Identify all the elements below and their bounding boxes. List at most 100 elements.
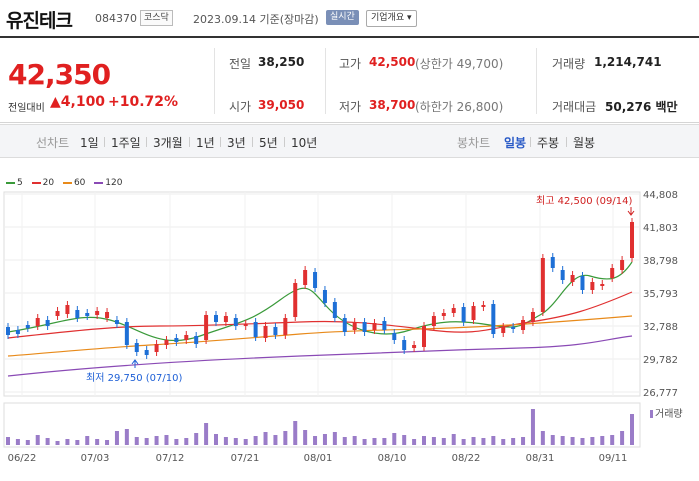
volume-bar [253, 436, 258, 445]
volume-bar [620, 431, 625, 445]
candle [35, 318, 40, 326]
amount-value: 50,276 백만 [605, 100, 678, 114]
candle [491, 304, 496, 334]
prev-close-label: 전일 [229, 57, 252, 71]
candle [471, 306, 476, 320]
candle [45, 320, 50, 326]
candle-chart-label: 봉차트 [457, 136, 491, 150]
candle [630, 222, 634, 258]
candle [610, 268, 615, 278]
volume-bar [511, 438, 516, 445]
tab-5y[interactable]: 5년 [259, 136, 278, 150]
stock-code: 084370 [95, 12, 137, 25]
volume-bar [412, 439, 417, 445]
candle [55, 311, 60, 316]
volume-bar [521, 437, 526, 445]
candle [204, 315, 209, 340]
volume-bar [362, 439, 367, 445]
candle [322, 290, 327, 303]
volume-bar [105, 440, 110, 445]
ma20-line [7, 291, 633, 339]
tab-3m[interactable]: 3개월 [153, 136, 183, 150]
change-percent: +10.72% [108, 94, 179, 110]
candle [214, 315, 218, 322]
volume-bar [471, 437, 476, 445]
volume-bar [154, 436, 159, 445]
legend-ma120: 120 [94, 178, 122, 188]
x-tick-labels: 06/22 07/03 07/12 07/21 08/01 08/10 08/22 08/31… [8, 453, 628, 464]
volume-bar [431, 437, 436, 445]
high-value: 42,500 [369, 55, 416, 69]
x-tick-label: 08/01 [304, 453, 333, 464]
volume-bar [263, 432, 268, 445]
candle [184, 335, 189, 340]
volume-bar [293, 421, 298, 445]
lower-limit: (하한가 26,800) [415, 100, 504, 114]
tab-daily[interactable]: 일봉 [504, 136, 527, 150]
volume-bar [134, 437, 139, 445]
volume-bar [600, 436, 605, 445]
candle [174, 338, 179, 342]
quote-date: 2023.09.14 기준(장마감) [193, 13, 319, 26]
upper-limit: (상한가 49,700) [415, 57, 504, 71]
tab-1d[interactable]: 1일 [80, 136, 99, 150]
volume-value: 1,214,741 [594, 55, 662, 69]
volume-bar [15, 439, 20, 445]
tab-3y[interactable]: 3년 [227, 136, 246, 150]
x-tick-label: 07/12 [156, 453, 185, 464]
tab-10y[interactable]: 10년 [291, 136, 318, 150]
volume-bar [441, 438, 446, 445]
volume-bar [451, 434, 456, 445]
x-tick-label: 08/31 [526, 453, 555, 464]
volume-bar [610, 435, 615, 445]
candle [342, 318, 347, 332]
tab-1w[interactable]: 1주일 [111, 136, 141, 150]
volume-bar [590, 437, 595, 445]
volume-bar [233, 438, 238, 445]
low-value: 38,700 [369, 98, 416, 112]
volume-bar [481, 438, 486, 445]
x-tick-label: 08/22 [452, 453, 481, 464]
volume-bar [45, 438, 50, 445]
candle [451, 308, 456, 313]
volume-bar [95, 439, 100, 445]
y-tick-label: 26,777 [643, 388, 678, 399]
volume-bar [402, 435, 407, 445]
candle [25, 325, 30, 328]
candle [481, 305, 486, 307]
tab-separator [252, 137, 253, 147]
tab-separator [146, 137, 147, 147]
candle [362, 322, 367, 332]
volume-bar [580, 438, 585, 445]
volume-bar [422, 436, 426, 445]
y-tick-label: 41,803 [643, 223, 678, 234]
candle [511, 327, 516, 329]
candle [233, 318, 238, 326]
company-info-dropdown[interactable]: 기업개요 ▾ [366, 10, 417, 27]
ma60-line [7, 315, 633, 357]
candle [580, 276, 585, 290]
volume-bar [194, 433, 199, 445]
stock-name: 유진테크 [6, 10, 73, 32]
volume-bar [223, 437, 228, 445]
volume-bar [174, 439, 179, 445]
candle [15, 330, 20, 334]
tab-weekly[interactable]: 주봉 [537, 136, 560, 150]
tab-separator [220, 137, 221, 147]
volume-bar [322, 434, 327, 445]
low-label: 저가 [339, 100, 362, 114]
candle [303, 270, 308, 285]
volume-bar [164, 435, 169, 445]
tab-monthly[interactable]: 월봉 [573, 136, 596, 150]
low-annotation: 최저 29,750 (07/10) [86, 372, 182, 384]
candle [95, 311, 100, 315]
realtime-button[interactable]: 실시간 [326, 10, 359, 25]
tab-separator [566, 137, 567, 147]
tab-1y[interactable]: 1년 [196, 136, 215, 150]
volume-bar [630, 414, 634, 445]
volume-bar [352, 436, 357, 445]
volume-bar [382, 438, 387, 445]
ma120-line [7, 335, 633, 377]
candle [412, 345, 417, 348]
